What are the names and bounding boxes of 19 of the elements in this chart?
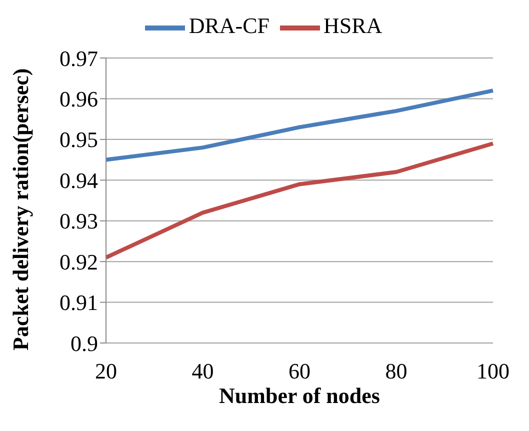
y-tick-label: 0.9	[70, 330, 98, 356]
line-series	[104, 88, 495, 162]
x-axis-title: Number of nodes	[219, 383, 380, 408]
legend-label: HSRA	[324, 13, 382, 38]
x-tick-label: 100	[476, 358, 510, 384]
y-tick-label: 0.92	[60, 249, 98, 274]
y-tick-label: 0.95	[60, 127, 98, 152]
x-tick-label: 80	[385, 358, 408, 384]
x-tick-label: 60	[288, 358, 310, 384]
y-tick-label: 0.93	[60, 208, 98, 234]
y-axis-title: Packet delivery ration(persec)	[8, 68, 33, 350]
y-tick-label: 0.97	[60, 46, 98, 71]
y-tick-label: 0.96	[60, 86, 98, 112]
x-tick-label: 20	[95, 358, 117, 384]
y-tick-label: 0.91	[60, 290, 98, 316]
legend-label: DRA-CF	[188, 13, 270, 38]
line-series	[104, 142, 495, 260]
x-tick-label: 40	[192, 358, 214, 384]
y-tick-label: 0.94	[60, 168, 98, 193]
